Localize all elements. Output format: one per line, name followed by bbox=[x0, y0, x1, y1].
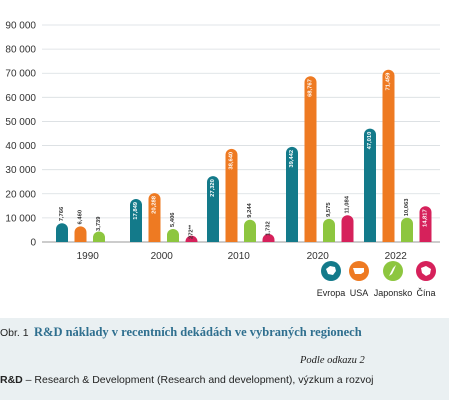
x-tick-label: 2022 bbox=[385, 251, 408, 262]
bar-usa-2022 bbox=[382, 69, 395, 242]
y-tick-label: 80 000 bbox=[5, 45, 36, 56]
legend-item-japonsko: Japonsko bbox=[374, 261, 413, 298]
data-label: 47,010 bbox=[367, 132, 373, 150]
data-label: 6,460 bbox=[78, 210, 84, 225]
y-tick-label: 60 000 bbox=[5, 93, 36, 104]
data-label: 7,766 bbox=[59, 206, 65, 221]
y-tick-label: 20 000 bbox=[5, 189, 36, 200]
bar-čína-2000 bbox=[185, 235, 198, 242]
bar-japonsko-2010 bbox=[244, 219, 256, 242]
bar-čína-2020 bbox=[341, 215, 354, 242]
data-label: 9,244 bbox=[247, 202, 253, 217]
data-label: 68,767 bbox=[308, 79, 314, 97]
data-label: 3,739 bbox=[96, 216, 102, 231]
bar-evropa-2020 bbox=[286, 146, 298, 242]
source-note: Podle odkazu 2 bbox=[300, 355, 365, 366]
y-tick-label: 50 000 bbox=[5, 117, 36, 128]
legend-label: USA bbox=[350, 288, 369, 298]
bar-evropa-2022 bbox=[364, 128, 376, 242]
abbreviation-text: – Research & Development (Research and d… bbox=[22, 374, 374, 386]
legend-item-evropa: Evropa bbox=[317, 261, 346, 298]
y-tick-label: 70 000 bbox=[5, 69, 36, 80]
bar-japonsko-2020 bbox=[323, 218, 335, 242]
legend-label: Evropa bbox=[317, 288, 346, 298]
bar-japonsko-1990 bbox=[93, 231, 105, 242]
x-tick-label: 2010 bbox=[228, 251, 251, 262]
abbreviation-term: R&D bbox=[0, 374, 23, 386]
bar-evropa-1990 bbox=[56, 223, 68, 242]
y-tick-label: 10 000 bbox=[5, 213, 36, 224]
bar-chart: 0 10 000 20 000 30 000 40 000 50 000 60 000 70 … bbox=[5, 21, 440, 298]
bar-japonsko-2000 bbox=[167, 228, 179, 242]
y-tick-label: 30 000 bbox=[5, 165, 36, 176]
chart-panel: 0 10 000 20 000 30 000 40 000 50 000 60 000 70 … bbox=[5, 20, 440, 298]
legend-item-čína: Čína bbox=[416, 261, 436, 298]
bar-evropa-2000 bbox=[130, 198, 142, 242]
bar-čína-2022 bbox=[419, 206, 432, 242]
data-label: 20,288 bbox=[152, 195, 158, 214]
bar-evropa-2010 bbox=[207, 176, 219, 242]
region-shape bbox=[421, 266, 431, 276]
region-shape bbox=[326, 266, 336, 275]
legend-label: Čína bbox=[416, 288, 435, 298]
y-tick-label: 40 000 bbox=[5, 141, 36, 152]
region-shape bbox=[353, 268, 364, 274]
data-label: 39,442 bbox=[289, 150, 295, 168]
data-label: 10,063 bbox=[404, 198, 410, 217]
x-tick-label: 2000 bbox=[151, 251, 174, 262]
data-label: 9,575 bbox=[326, 202, 332, 217]
legend-item-usa: USA bbox=[349, 261, 369, 298]
abbreviation-note: R&D – Research & Development (Research a… bbox=[0, 374, 374, 386]
data-label: 272** bbox=[189, 224, 195, 239]
bar-usa-1990 bbox=[74, 226, 87, 242]
x-tick-label: 1990 bbox=[77, 251, 100, 262]
figure-label: Obr. 1 bbox=[0, 327, 29, 339]
y-tick-label: 0 bbox=[30, 238, 36, 249]
figure-title: R&D náklady v recentních dekádách ve vyb… bbox=[34, 325, 362, 339]
bar-usa-2020 bbox=[304, 76, 317, 242]
bar-usa-2000 bbox=[148, 193, 161, 242]
data-label: 11,084 bbox=[345, 195, 351, 213]
data-label: 5,406 bbox=[170, 212, 176, 227]
bar-japonsko-2022 bbox=[401, 217, 413, 242]
legend-label: Japonsko bbox=[374, 288, 413, 298]
data-label: 17,849 bbox=[133, 201, 139, 220]
bar-čína-2010 bbox=[262, 233, 275, 242]
data-label: 1,732 bbox=[266, 221, 272, 236]
data-label: 14,817 bbox=[423, 209, 429, 227]
bar-usa-2010 bbox=[225, 148, 238, 242]
data-label: 27,320 bbox=[210, 179, 216, 197]
region-shape bbox=[389, 265, 396, 276]
data-label: 38,640 bbox=[229, 152, 235, 170]
y-tick-label: 90 000 bbox=[5, 21, 36, 32]
x-tick-label: 2020 bbox=[307, 251, 330, 262]
data-label: 71,459 bbox=[386, 72, 392, 91]
caption-box: Obr. 1 R&D náklady v recentních dekádách… bbox=[0, 318, 449, 400]
